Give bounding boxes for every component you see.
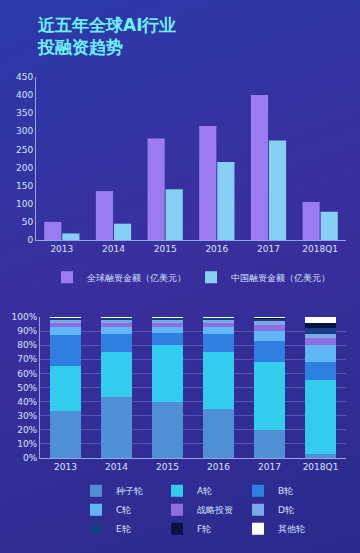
- svg-text:战略投资: 战略投资: [197, 505, 233, 515]
- svg-text:200: 200: [16, 163, 33, 173]
- svg-text:2014: 2014: [102, 244, 125, 254]
- svg-text:90%: 90%: [17, 326, 37, 336]
- svg-text:350: 350: [16, 108, 33, 118]
- svg-text:30%: 30%: [17, 411, 37, 421]
- svg-text:300: 300: [16, 126, 33, 136]
- svg-text:450: 450: [16, 72, 33, 82]
- svg-text:60%: 60%: [17, 369, 37, 379]
- svg-text:2017: 2017: [258, 462, 281, 472]
- svg-text:400: 400: [16, 90, 33, 100]
- svg-text:0%: 0%: [23, 453, 38, 463]
- svg-text:2016: 2016: [207, 462, 230, 472]
- svg-text:C轮: C轮: [116, 505, 131, 515]
- svg-text:全球融资金额（亿美元）: 全球融资金额（亿美元）: [87, 273, 186, 283]
- svg-text:80%: 80%: [17, 340, 37, 350]
- svg-text:2013: 2013: [54, 462, 77, 472]
- svg-text:100: 100: [16, 199, 33, 209]
- svg-text:E轮: E轮: [116, 524, 131, 534]
- svg-text:B轮: B轮: [278, 486, 293, 496]
- svg-text:250: 250: [16, 145, 33, 155]
- svg-text:F轮: F轮: [197, 524, 211, 534]
- svg-text:2015: 2015: [154, 244, 177, 254]
- svg-text:2013: 2013: [50, 244, 73, 254]
- svg-text:其他轮: 其他轮: [278, 524, 305, 534]
- html-text:近五年全球AI行业投融资趋势: 近五年全球AI行业投融资趋势: [38, 15, 177, 57]
- svg-text:A轮: A轮: [197, 486, 212, 496]
- svg-text:2017: 2017: [257, 244, 280, 254]
- svg-text:50: 50: [22, 217, 34, 227]
- svg-text:2018Q1: 2018Q1: [303, 462, 339, 472]
- svg-text:20%: 20%: [17, 425, 37, 435]
- svg-text:50%: 50%: [17, 383, 37, 393]
- svg-text:中国融资金额（亿美元）: 中国融资金额（亿美元）: [231, 273, 330, 283]
- svg-text:2018Q1: 2018Q1: [302, 244, 338, 254]
- svg-text:0: 0: [27, 235, 33, 245]
- svg-text:2016: 2016: [205, 244, 228, 254]
- svg-text:2014: 2014: [105, 462, 128, 472]
- svg-text:D轮: D轮: [278, 505, 294, 515]
- svg-text:种子轮: 种子轮: [116, 486, 143, 496]
- svg-text:100%: 100%: [11, 312, 37, 322]
- svg-text:40%: 40%: [17, 397, 37, 407]
- svg-text:10%: 10%: [17, 439, 37, 449]
- svg-text:2015: 2015: [156, 462, 179, 472]
- svg-text:70%: 70%: [17, 354, 37, 364]
- svg-text:150: 150: [16, 181, 33, 191]
